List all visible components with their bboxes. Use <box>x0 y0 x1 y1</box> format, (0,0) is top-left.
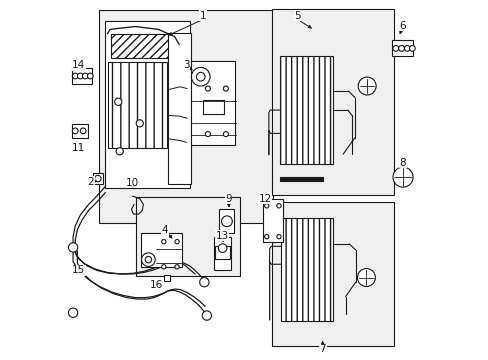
Bar <box>219 209 234 233</box>
Circle shape <box>276 234 281 239</box>
Circle shape <box>392 167 412 187</box>
Circle shape <box>357 269 375 287</box>
Circle shape <box>218 244 226 252</box>
Text: 12: 12 <box>258 194 271 204</box>
Bar <box>214 237 231 270</box>
Bar <box>279 55 332 164</box>
Bar <box>93 173 102 184</box>
Bar <box>99 10 273 223</box>
Circle shape <box>357 77 375 95</box>
Text: 16: 16 <box>150 280 163 290</box>
Text: 9: 9 <box>224 194 231 204</box>
Bar <box>215 246 230 259</box>
Bar <box>203 100 224 114</box>
Text: 11: 11 <box>72 143 85 153</box>
Circle shape <box>205 86 210 91</box>
Bar <box>136 197 240 276</box>
Circle shape <box>205 132 210 136</box>
Circle shape <box>115 98 122 105</box>
Text: 15: 15 <box>72 265 85 275</box>
Circle shape <box>408 45 414 51</box>
Bar <box>281 219 332 320</box>
Text: 1: 1 <box>200 11 206 21</box>
Circle shape <box>202 311 211 320</box>
Bar <box>272 202 393 346</box>
Circle shape <box>80 128 86 134</box>
Circle shape <box>175 265 179 269</box>
Circle shape <box>223 86 228 91</box>
Circle shape <box>162 265 165 269</box>
Bar <box>163 275 170 281</box>
Circle shape <box>196 72 204 81</box>
Bar <box>280 177 322 181</box>
Circle shape <box>264 204 268 208</box>
Circle shape <box>116 148 123 155</box>
Circle shape <box>72 73 78 79</box>
Text: 6: 6 <box>399 21 406 31</box>
Circle shape <box>199 278 208 287</box>
Bar <box>111 34 175 58</box>
Circle shape <box>142 253 155 266</box>
Text: 8: 8 <box>399 158 406 168</box>
Text: 7: 7 <box>319 344 325 354</box>
Bar <box>105 21 189 188</box>
Circle shape <box>191 67 210 86</box>
Circle shape <box>398 45 404 51</box>
Bar <box>107 62 166 148</box>
Circle shape <box>68 243 78 252</box>
Text: 3: 3 <box>183 60 189 70</box>
Circle shape <box>175 239 179 244</box>
Circle shape <box>223 132 228 136</box>
Circle shape <box>87 73 93 79</box>
Circle shape <box>145 256 151 263</box>
Circle shape <box>82 73 88 79</box>
Circle shape <box>162 239 165 244</box>
Bar <box>191 60 235 145</box>
Bar <box>263 199 282 242</box>
Text: 5: 5 <box>294 11 300 21</box>
Text: 4: 4 <box>161 225 168 235</box>
Bar <box>140 233 182 267</box>
Bar <box>272 9 393 195</box>
Text: 2: 2 <box>87 177 94 187</box>
Text: 14: 14 <box>72 60 85 70</box>
Circle shape <box>136 120 143 127</box>
Circle shape <box>221 216 232 226</box>
Bar <box>72 124 88 138</box>
Circle shape <box>68 308 78 318</box>
Bar <box>168 33 190 184</box>
Bar <box>391 40 412 56</box>
Circle shape <box>264 234 268 239</box>
Bar <box>72 68 92 84</box>
Circle shape <box>392 45 398 51</box>
Text: 10: 10 <box>126 178 139 188</box>
Circle shape <box>404 45 409 51</box>
Circle shape <box>276 204 281 208</box>
Circle shape <box>77 73 83 79</box>
Text: 13: 13 <box>215 231 228 240</box>
Circle shape <box>94 175 101 182</box>
Circle shape <box>72 128 78 134</box>
